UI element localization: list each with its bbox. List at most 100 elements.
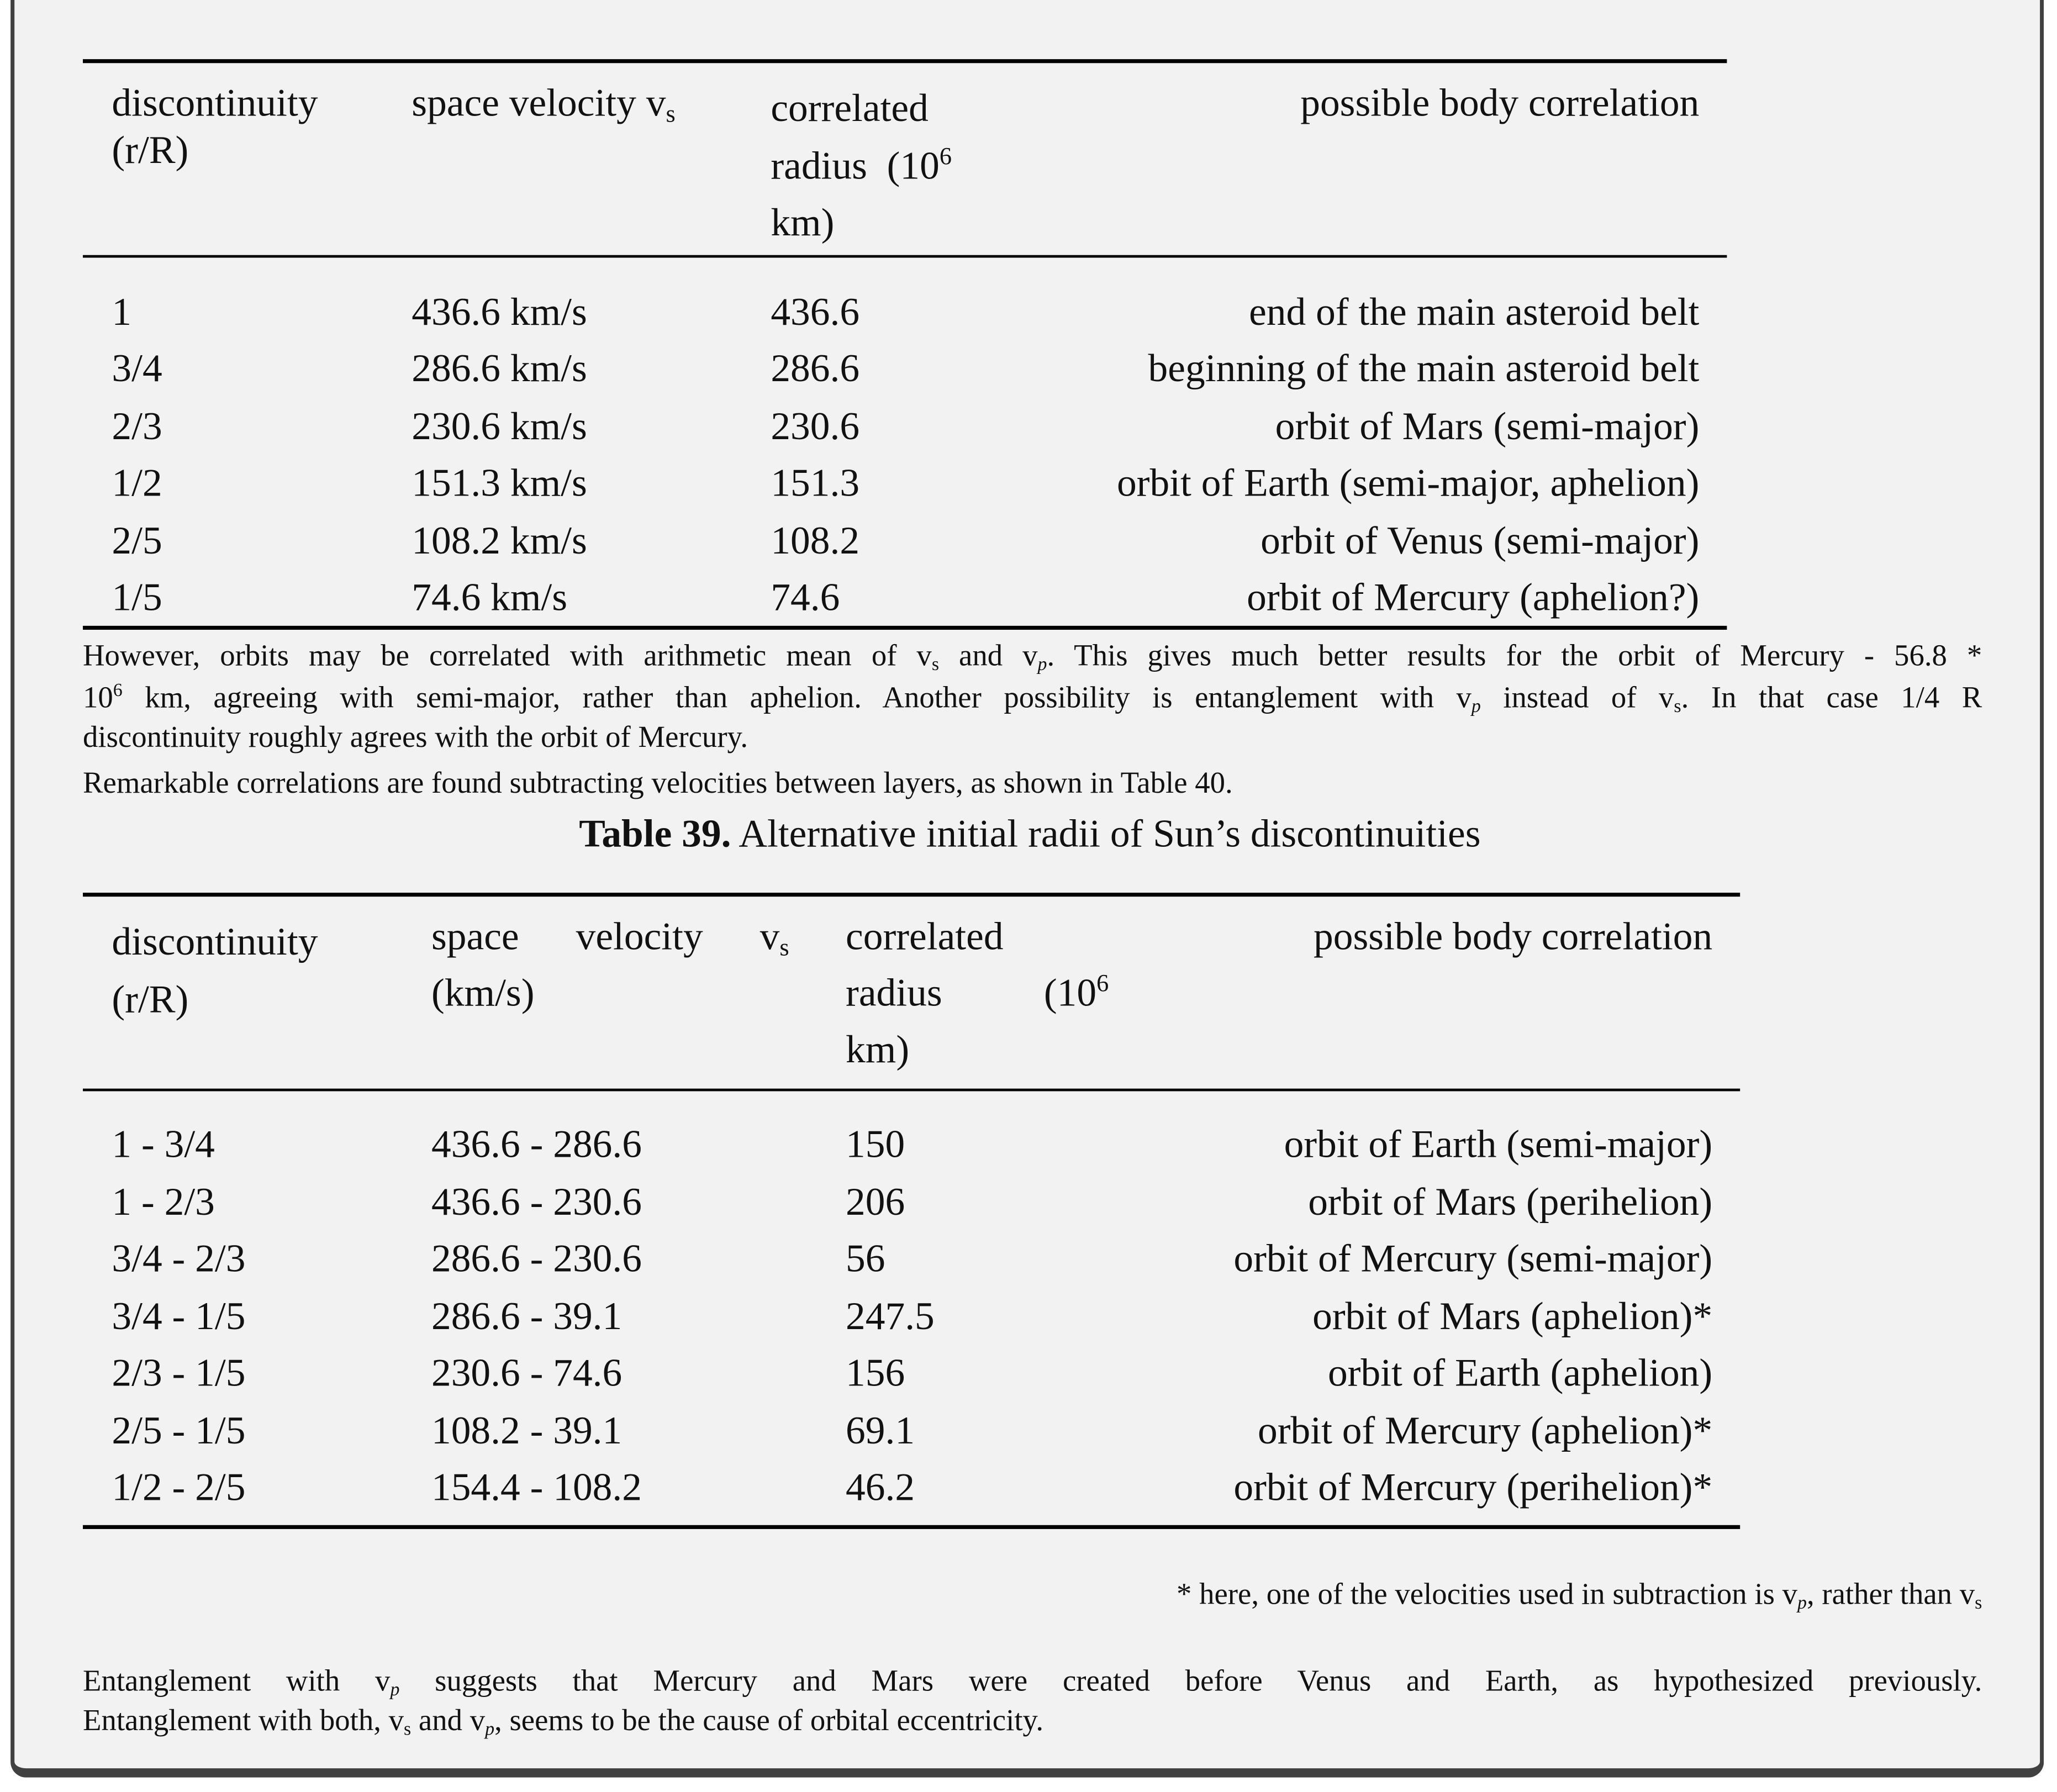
subscript: p	[1037, 654, 1047, 676]
top-rule	[83, 893, 1740, 897]
cell-radius: 69.1	[846, 1409, 915, 1452]
text: Entanglement with both, v	[83, 1704, 404, 1737]
cell-velocity: 286.6 km/s	[412, 347, 587, 391]
paragraph-line: discontinuity roughly agrees with the or…	[83, 720, 748, 753]
header-body-correlation: possible body correlation	[1314, 915, 1713, 959]
cell-radius: 150	[846, 1122, 905, 1167]
text: km, agreeing with semi-major, rather tha…	[122, 681, 1471, 714]
bottom-rule	[83, 625, 1727, 630]
cell-radius: 74.6	[771, 576, 840, 619]
text: . In that case 1/4 R	[1681, 681, 1982, 714]
cell-body-correlation: orbit of Mars (perihelion)	[1308, 1180, 1713, 1224]
header-space-velocity: space velocity vs	[412, 80, 675, 128]
cell-body-correlation: orbit of Mercury (perihelion)*	[1233, 1466, 1713, 1510]
paragraph-line: 106 km, agreeing with semi-major, rather…	[83, 678, 1982, 718]
mid-rule	[83, 255, 1727, 258]
cell-discontinuity: 1/2 - 2/5	[112, 1466, 246, 1510]
mid-rule	[83, 1088, 1740, 1092]
cell-discontinuity: 3/4	[112, 347, 162, 391]
cell-discontinuity: 3/4 - 2/3	[112, 1237, 246, 1281]
text: , rather than v	[1806, 1578, 1975, 1611]
table-footnote: * here, one of the velocities used in su…	[83, 1575, 1982, 1614]
cell-radius: 436.6	[771, 290, 860, 334]
cell-velocity: 436.6 km/s	[412, 290, 587, 334]
cell-discontinuity: 2/3 - 1/5	[112, 1351, 246, 1395]
header-line: radius (10	[771, 144, 940, 188]
top-rule	[83, 59, 1727, 64]
superscript: 6	[1096, 970, 1109, 998]
text: However, orbits may be correlated with a…	[83, 639, 932, 672]
cell-body-correlation: orbit of Mercury (aphelion)*	[1258, 1409, 1713, 1452]
table-caption: Table 39. Alternative initial radii of S…	[0, 811, 2057, 858]
page-frame	[10, 0, 2044, 1778]
cell-velocity: 151.3 km/s	[412, 461, 587, 505]
subscript: s	[1674, 696, 1681, 718]
header-line: discontinuity	[112, 81, 318, 125]
cell-body-correlation: end of the main asteroid belt	[1249, 290, 1700, 334]
header-line: space velocity vs	[431, 914, 789, 961]
cell-discontinuity: 2/5 - 1/5	[112, 1409, 246, 1452]
cell-velocity: 230.6 km/s	[412, 404, 587, 449]
paragraph-orbit-mean: However, orbits may be correlated with a…	[83, 636, 1982, 757]
paragraph-line: However, orbits may be correlated with a…	[83, 636, 1982, 676]
header-line: correlated	[846, 915, 1004, 959]
cell-body-correlation: orbit of Earth (semi-major)	[1284, 1122, 1713, 1167]
text: 10	[83, 681, 113, 714]
cell-discontinuity: 1 - 2/3	[112, 1180, 215, 1224]
bottom-rule	[83, 1525, 1740, 1529]
text: and v	[939, 639, 1038, 672]
caption-text: Alternative initial radii of Sun’s disco…	[731, 812, 1481, 856]
cell-body-correlation: orbit of Earth (semi-major, aphelion)	[1116, 461, 1700, 505]
subscript: s	[931, 654, 940, 676]
header-text: space velocity v	[431, 915, 780, 959]
caption-label: Table 39.	[579, 812, 731, 856]
header-line: (km/s)	[431, 971, 535, 1015]
text: , seems to be the cause of orbital eccen…	[494, 1704, 1044, 1737]
header-discontinuity: discontinuity (r/R)	[112, 914, 318, 1028]
header-text: radius (10	[846, 971, 1097, 1015]
cell-discontinuity: 1/2	[112, 461, 162, 505]
superscript: 6	[939, 142, 952, 170]
paragraph-entanglement: Entanglement with vp suggests that Mercu…	[83, 1662, 1982, 1741]
text: * here, one of the velocities used in su…	[1177, 1578, 1797, 1611]
header-body-correlation: possible body correlation	[1300, 81, 1700, 125]
header-line: km)	[846, 1028, 910, 1072]
cell-discontinuity: 1/5	[112, 576, 162, 619]
cell-radius: 46.2	[846, 1466, 915, 1510]
superscript: 6	[113, 680, 123, 702]
cell-radius: 206	[846, 1180, 905, 1224]
text: instead of v	[1480, 681, 1674, 714]
cell-discontinuity: 1	[112, 290, 132, 334]
subscript: s	[779, 934, 789, 962]
header-text: space velocity v	[412, 81, 666, 125]
header-line: radius (106	[846, 970, 1109, 1018]
header-discontinuity: discontinuity (r/R)	[112, 80, 318, 175]
text: . This gives much better results for the…	[1047, 639, 1982, 672]
cell-velocity: 154.4 - 108.2	[431, 1466, 642, 1510]
header-line: (r/R)	[112, 977, 189, 1021]
subscript: p	[1471, 696, 1481, 718]
cell-body-correlation: orbit of Mercury (semi-major)	[1233, 1237, 1713, 1281]
subscript: s	[404, 1719, 412, 1741]
cell-radius: 247.5	[846, 1294, 935, 1338]
paragraph-line: Entanglement with both, vs and vp, seems…	[83, 1701, 1982, 1741]
cell-radius: 56	[846, 1237, 885, 1281]
cell-radius: 108.2	[771, 519, 860, 562]
cell-radius: 156	[846, 1351, 905, 1395]
cell-body-correlation: orbit of Mars (semi-major)	[1275, 404, 1700, 449]
cell-radius: 151.3	[771, 461, 860, 505]
subscript: p	[485, 1719, 495, 1741]
cell-radius: 230.6	[771, 404, 860, 449]
cell-discontinuity: 2/3	[112, 404, 162, 449]
cell-velocity: 286.6 - 39.1	[431, 1294, 623, 1338]
subscript: p	[390, 1679, 400, 1701]
text: suggests that Mercury and Mars were crea…	[399, 1664, 1982, 1698]
cell-discontinuity: 1 - 3/4	[112, 1122, 215, 1167]
text: and v	[411, 1704, 486, 1737]
cell-body-correlation: orbit of Mercury (aphelion?)	[1247, 576, 1700, 619]
header-correlated-radius: correlated radius (106 km)	[771, 80, 952, 252]
paragraph-remarkable: Remarkable correlations are found subtra…	[83, 766, 1233, 800]
subscript: s	[1975, 1593, 1982, 1614]
cell-radius: 286.6	[771, 347, 860, 391]
